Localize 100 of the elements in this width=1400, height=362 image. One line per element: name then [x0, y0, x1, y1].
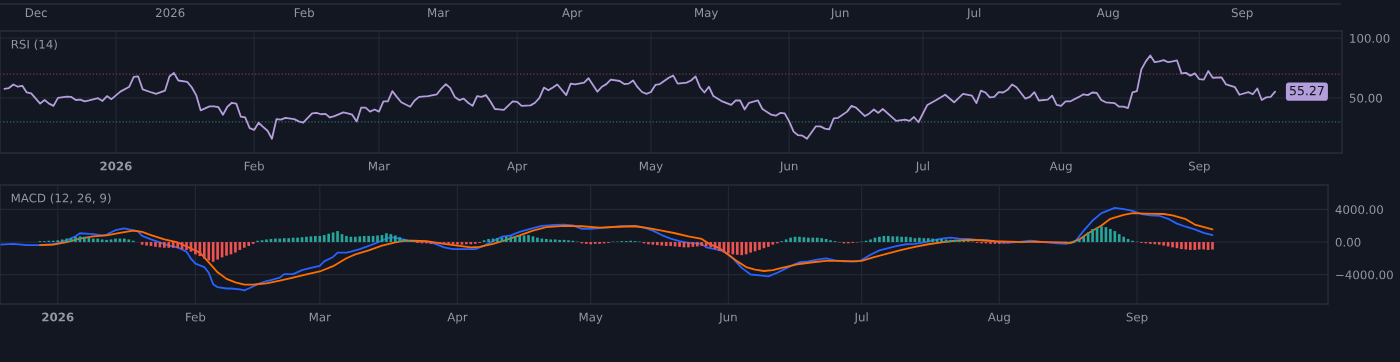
x-tick-label: May — [579, 312, 603, 324]
x-tick-label: Apr — [507, 161, 528, 173]
x-tick-label: Feb — [244, 161, 264, 171]
bar — [336, 231, 339, 243]
annotation: 55.27 — [1289, 85, 1324, 96]
bar — [234, 242, 237, 253]
bar — [242, 242, 246, 248]
y-tick-label: 0.00 — [1335, 237, 1361, 247]
bar — [393, 235, 397, 243]
bar — [647, 242, 650, 245]
bar — [456, 242, 459, 245]
text: 2026 — [156, 8, 185, 18]
bar — [544, 238, 548, 243]
bar — [127, 239, 131, 243]
bar — [145, 242, 148, 246]
bar — [589, 242, 593, 245]
bar — [1077, 239, 1081, 243]
bar — [940, 238, 943, 243]
bar — [225, 242, 228, 256]
bar — [167, 242, 171, 248]
bar — [1113, 231, 1117, 243]
text: Apr — [562, 8, 583, 20]
bar — [669, 242, 672, 246]
bar — [465, 242, 468, 245]
x-tick-label: Feb — [186, 312, 206, 322]
text: Dec — [25, 8, 47, 18]
text: May — [695, 8, 719, 20]
bar — [1091, 228, 1094, 243]
bar — [1171, 242, 1174, 248]
bar — [65, 238, 68, 243]
text: Mar — [428, 8, 450, 18]
bar — [60, 239, 64, 243]
bar — [656, 242, 659, 246]
x-tick-label: Jun — [779, 161, 798, 173]
bar — [518, 235, 521, 243]
bar — [527, 235, 530, 243]
bar — [469, 242, 473, 245]
x-tick-label: May — [639, 161, 663, 173]
bar — [185, 242, 188, 250]
bar — [798, 236, 801, 243]
bar — [727, 242, 730, 254]
bar — [194, 242, 197, 255]
text: Jun — [830, 8, 849, 20]
bar — [807, 237, 810, 243]
bar — [918, 237, 921, 243]
bar — [496, 238, 499, 243]
line-series — [0, 206, 1214, 292]
x-tick-label: Mar — [309, 312, 331, 322]
bar — [318, 235, 322, 243]
bar — [678, 242, 681, 247]
bar — [447, 242, 450, 245]
bar — [1153, 242, 1157, 245]
text: Feb — [294, 8, 314, 18]
bar — [1211, 242, 1214, 250]
bar — [1100, 226, 1103, 243]
y-tick-label: 4000.00 — [1335, 205, 1383, 215]
bar — [282, 238, 286, 243]
bar — [1109, 228, 1112, 243]
bar — [926, 238, 930, 243]
bar — [1193, 242, 1197, 250]
bar — [758, 242, 761, 250]
bar — [1157, 242, 1161, 245]
bar — [891, 236, 895, 243]
bar — [402, 238, 406, 243]
bar — [207, 242, 211, 261]
bar — [353, 236, 357, 243]
bar — [895, 236, 899, 243]
bar — [287, 238, 291, 243]
bar — [274, 238, 277, 243]
text: Sep — [1231, 8, 1253, 20]
text: Jul — [966, 8, 981, 20]
bar — [202, 242, 206, 259]
y-tick-label: −4000.00 — [1336, 270, 1393, 280]
bar — [91, 238, 95, 243]
bar — [869, 239, 872, 243]
bar — [74, 236, 77, 243]
bar — [709, 242, 712, 248]
bar — [1122, 236, 1126, 243]
bar — [660, 242, 664, 246]
bar — [1117, 234, 1121, 243]
bar — [123, 238, 126, 243]
bar — [949, 239, 952, 243]
bar — [216, 242, 219, 260]
bar — [505, 236, 508, 243]
x-tick-label: Jun — [718, 312, 737, 324]
y-tick-label: 50.00 — [1349, 93, 1382, 103]
x-tick-label: Aug — [987, 312, 1010, 324]
bar — [1180, 242, 1183, 250]
bar — [247, 242, 251, 246]
bar — [376, 235, 379, 243]
bar — [154, 242, 157, 247]
bar — [700, 242, 704, 246]
x-tick-label: Apr — [447, 312, 468, 324]
bar — [314, 235, 317, 243]
bar — [553, 239, 557, 243]
bar — [815, 237, 819, 243]
bar — [735, 242, 739, 255]
y-tick-label: 100.00 — [1350, 33, 1390, 43]
bar — [398, 237, 402, 243]
bar — [1188, 242, 1192, 250]
